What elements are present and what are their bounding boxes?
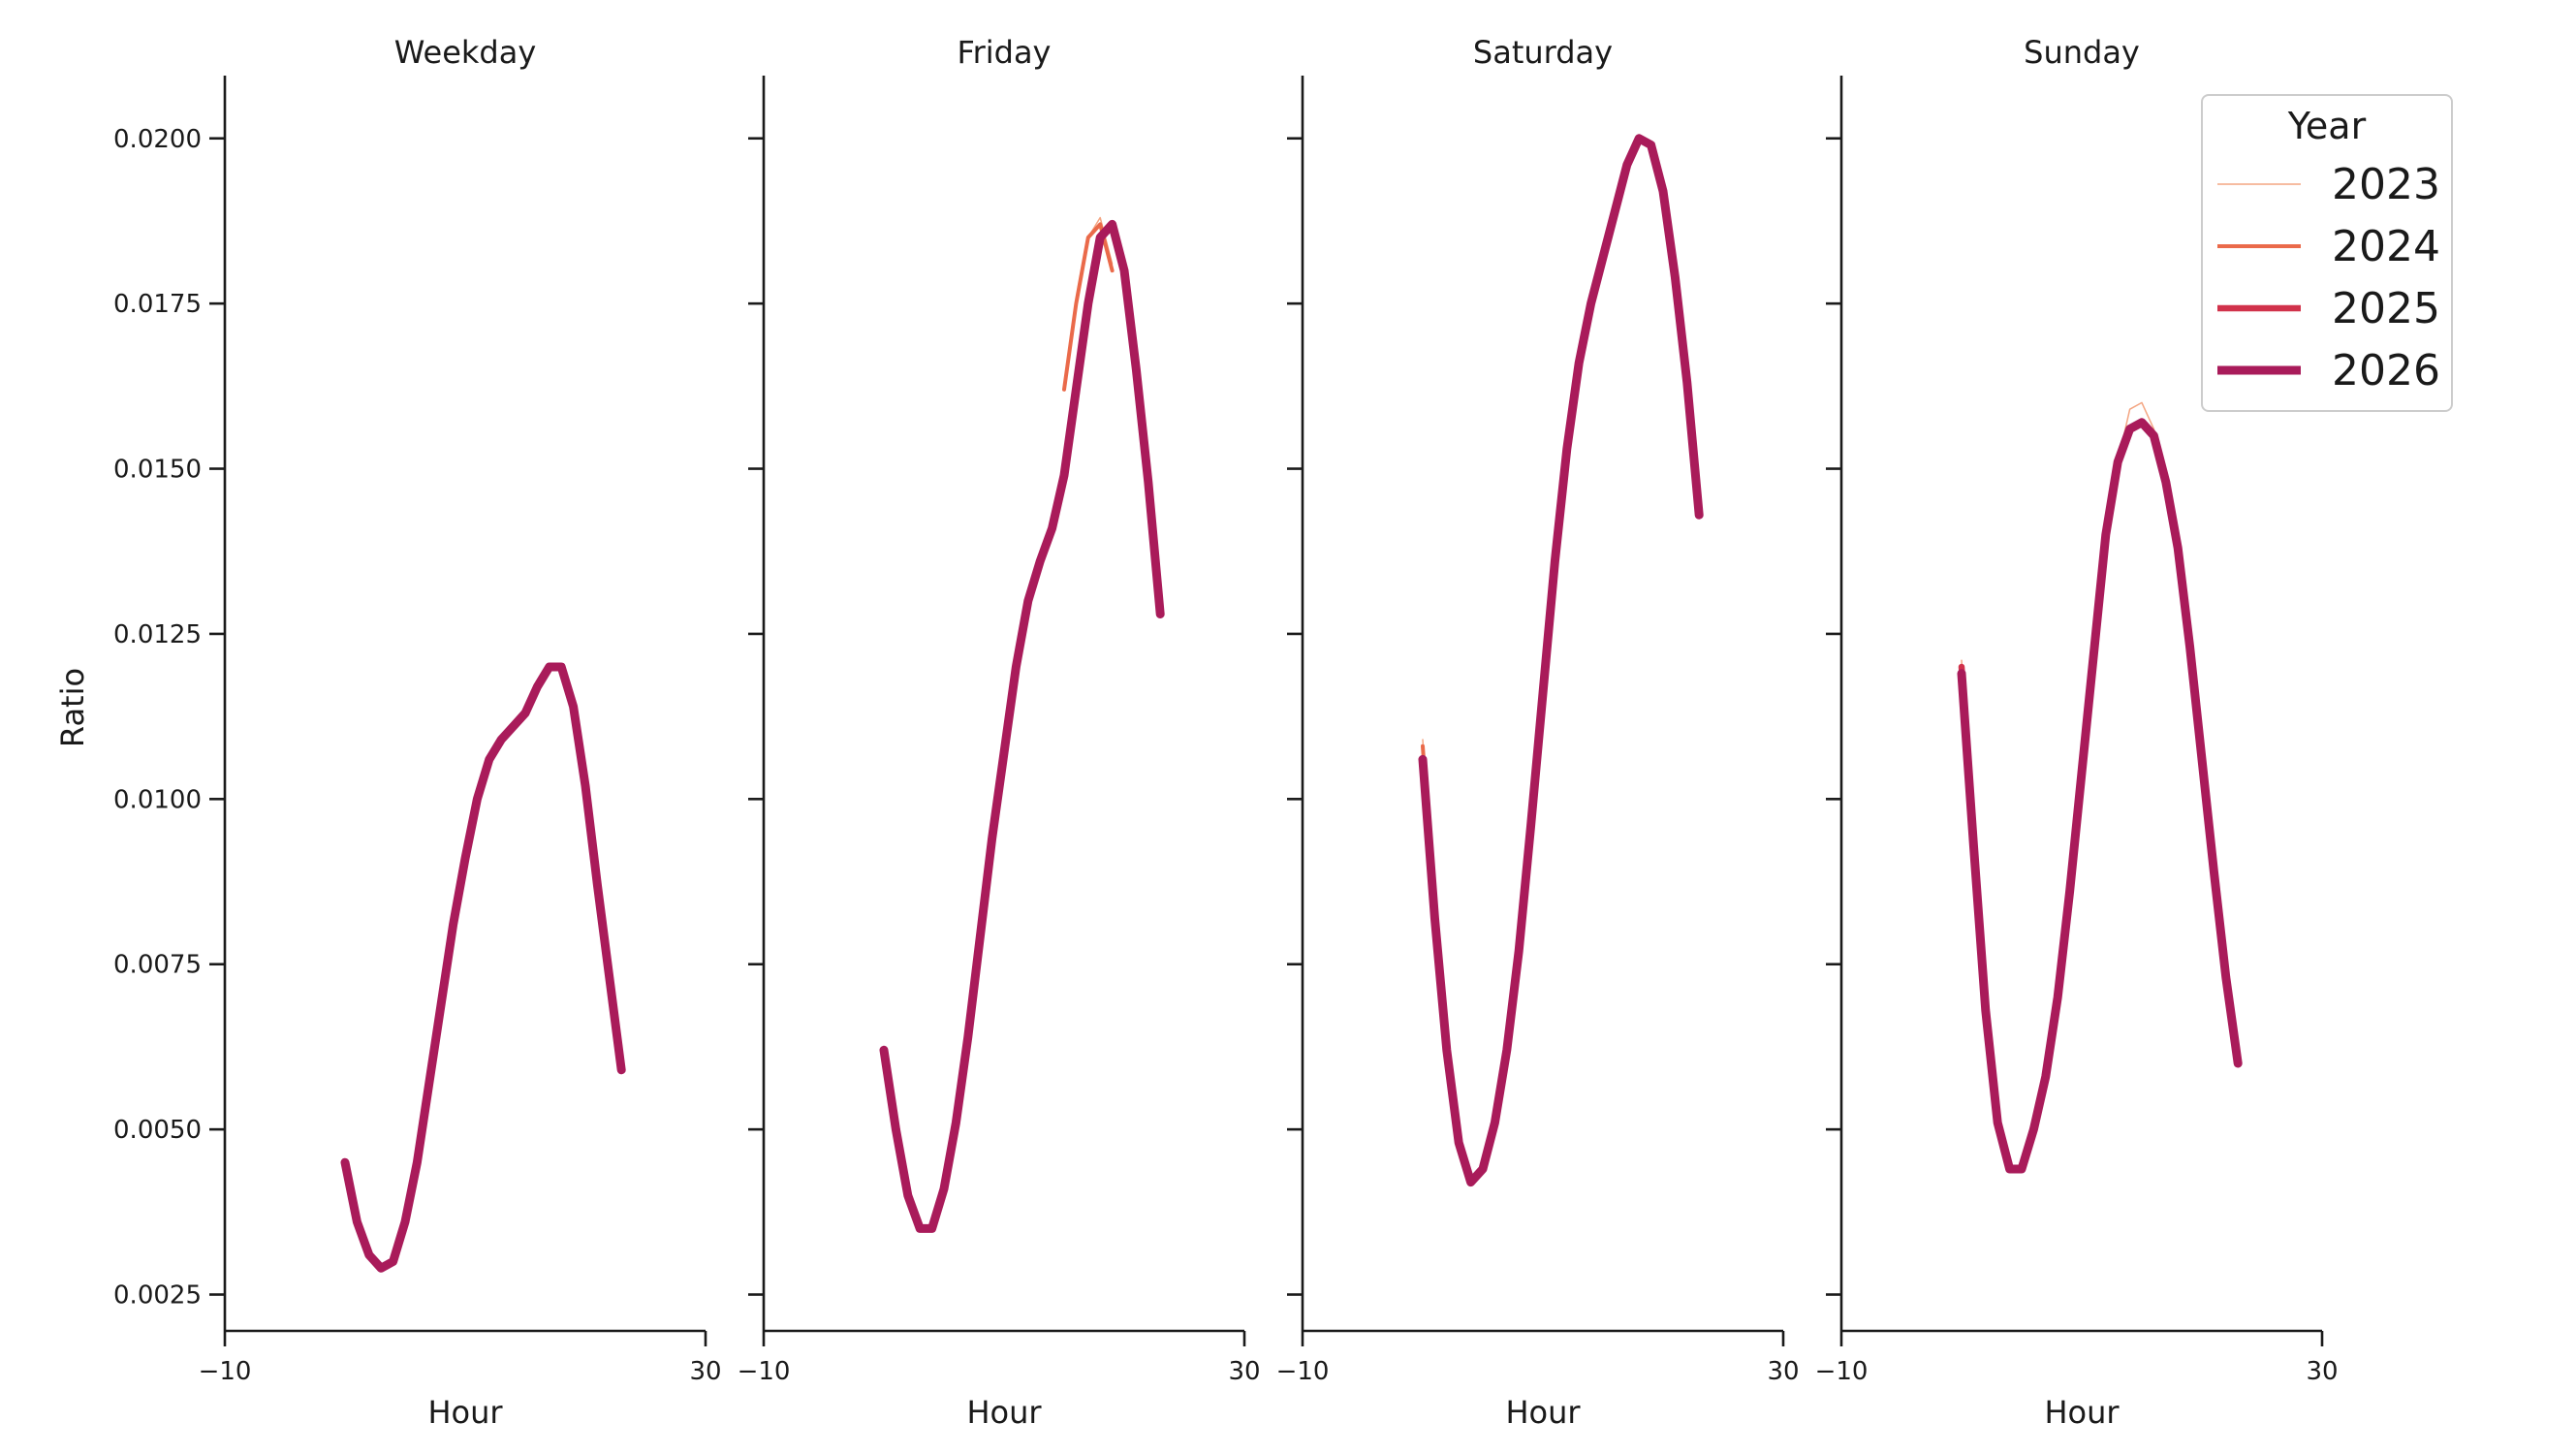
panel-title: Friday [958,34,1052,71]
x-tick-label: 30 [1767,1357,1799,1386]
legend: Year 2023 2024 2025 2026 [2201,94,2453,412]
y-tick-label: 0.0175 [113,290,202,319]
x-tick-label: −10 [1276,1357,1330,1386]
panel-title: Weekday [394,34,537,71]
x-tick-label: −10 [1815,1357,1869,1386]
series-line-2026 [340,662,626,1273]
y-tick-label: 0.0200 [113,125,202,154]
y-axis-title: Ratio [54,668,91,747]
panel-weekday: Weekday 0.0025 0.0050 0.0075 0.0100 0.0125 0.0… [113,34,722,1431]
panel-sunday: Sunday −10 30 Hour [1815,34,2339,1431]
x-axis-title: Hour [966,1394,1042,1431]
legend-frame [2201,94,2453,412]
x-tick-label: −10 [738,1357,791,1386]
legend-label-2026: 2026 [2332,346,2440,395]
x-tick-label: 30 [2306,1357,2338,1386]
series-line-2026 [879,219,1165,1233]
y-tick-label: 0.0075 [113,951,202,980]
panels: Weekday 0.0025 0.0050 0.0075 0.0100 0.0125 0.0… [113,34,2339,1431]
legend-label-2025: 2025 [2332,284,2440,333]
x-tick-label: 30 [1228,1357,1260,1386]
series-line-2023 [1961,401,2239,1170]
y-tick-label: 0.0150 [113,456,202,485]
y-tick-label: 0.0125 [113,620,202,649]
y-tick-label: 0.0050 [113,1116,202,1145]
legend-label-2024: 2024 [2332,222,2440,271]
legend-title: Year [2287,105,2367,147]
x-axis-title: Hour [427,1394,503,1431]
x-axis-title: Hour [2044,1394,2120,1431]
y-tick-label: 0.0025 [113,1281,202,1311]
y-tick-label: 0.0100 [113,785,202,814]
x-axis-title: Hour [1505,1394,1581,1431]
panel-title: Sunday [2024,34,2140,71]
series-line-2026 [1418,134,1704,1187]
x-tick-label: −10 [199,1357,252,1386]
panel-title: Saturday [1473,34,1613,71]
panel-friday: Friday −10 30 Hour [738,34,1261,1431]
x-tick-label: 30 [689,1357,721,1386]
series-line-2026 [1957,418,2243,1174]
panel-saturday: Saturday −10 30 Hour [1276,34,1800,1431]
legend-label-2023: 2023 [2332,160,2440,209]
